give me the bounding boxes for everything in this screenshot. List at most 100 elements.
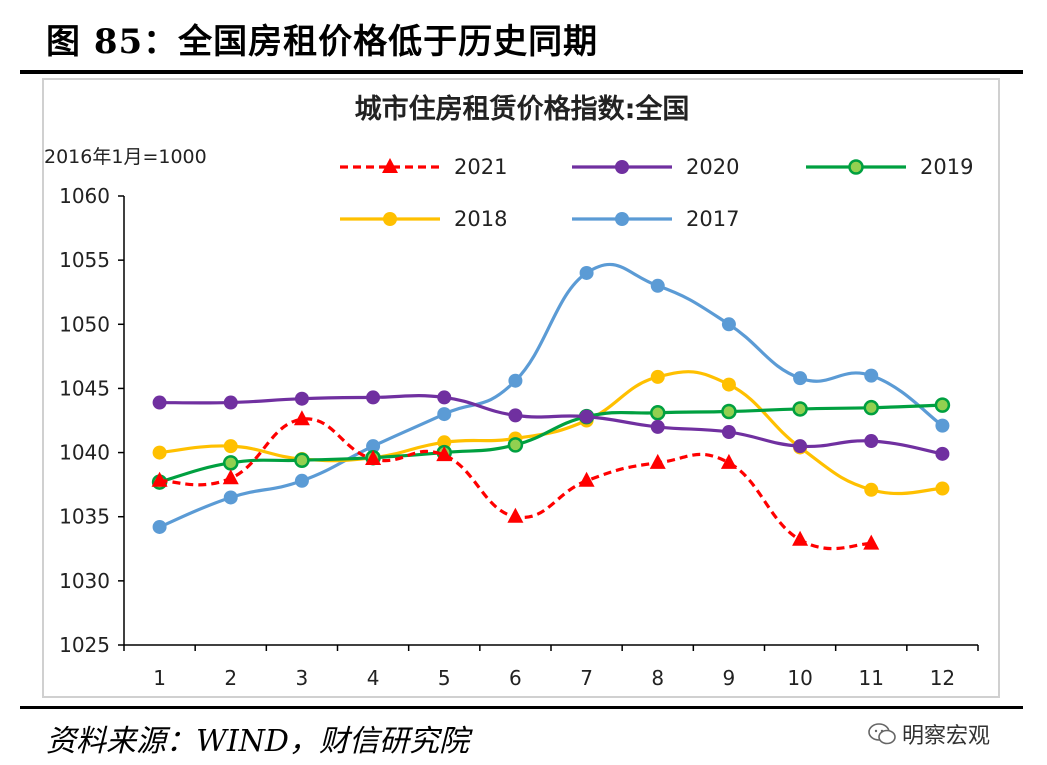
x-tick-label: 12 [930,666,955,690]
series-line-2017 [158,262,944,529]
data-point-2017 [864,368,879,383]
data-point-2019 [294,452,310,469]
series-line-2021 [159,417,872,551]
legend-item-2021: 2021 [340,155,507,179]
data-point-2019 [863,399,879,416]
legend-marker [615,212,629,226]
data-point-2017 [152,519,167,534]
y-tick-label: 1025 [59,633,110,657]
data-point-2020 [579,409,594,424]
data-point-2021 [720,453,737,469]
series-2021 [151,410,880,551]
x-tick-label: 7 [580,666,593,690]
series-line-2020 [159,393,943,456]
series-2017 [152,262,950,534]
wechat-icon [868,723,896,745]
data-point-2019 [792,401,808,417]
legend-label: 2019 [920,155,973,179]
legend-label: 2021 [454,155,507,179]
series-2018 [152,369,950,497]
x-tick-label: 5 [438,666,451,690]
y-tick-label: 1060 [59,184,110,208]
y-tick-label: 1050 [59,312,110,336]
data-point-2018 [650,369,665,384]
chart-frame [42,78,1000,698]
x-tick-label: 4 [367,666,380,690]
data-point-2020 [935,446,950,461]
data-point-2021 [436,446,453,462]
data-point-2018 [864,482,879,497]
top-rule [20,70,1023,74]
data-point-2017 [721,317,736,332]
legend-label: 2020 [686,155,739,179]
data-point-2020 [437,390,452,405]
data-point-2020 [152,395,167,410]
data-point-2021 [365,449,382,465]
x-tick-label: 9 [723,666,736,690]
data-point-2017 [223,490,238,505]
legend-item-2017: 2017 [572,207,739,231]
series-layer [151,262,951,551]
data-point-2021 [578,471,595,487]
data-point-2017 [935,418,950,433]
legend-label: 2018 [454,207,507,231]
data-point-2021 [151,471,168,487]
figure-title: 图 85：全国房租价格低于历史同期 [46,22,599,62]
x-tick-label: 6 [509,666,522,690]
data-point-2020 [508,408,523,423]
legend: 2021 2020 2019 2018 2017 [340,155,973,231]
x-tick-label: 8 [651,666,664,690]
data-point-2017 [366,439,381,454]
legend-item-2019: 2019 [806,155,973,179]
y-tick-label: 1055 [59,248,110,272]
x-tick-label: 2 [224,666,237,690]
watermark-text: 明察宏观 [902,724,991,749]
data-point-2020 [721,425,736,440]
data-point-2021 [507,507,524,523]
unit-note: 2016年1月=1000 [44,146,207,168]
y-tick-label: 1045 [59,376,110,400]
watermark: 明察宏观 [868,718,990,750]
source-note: 资料来源：WIND，财信研究院 [46,724,469,759]
series-line-2019 [159,403,943,484]
data-point-2017 [650,278,665,293]
legend-label: 2017 [686,207,739,231]
legend-marker [383,212,397,226]
y-tick-label: 1030 [59,569,110,593]
data-point-2020 [864,434,879,449]
data-point-2021 [222,469,239,485]
data-point-2021 [649,453,666,469]
data-point-2018 [223,439,238,454]
legend-item-2018: 2018 [340,207,507,231]
data-point-2020 [223,395,238,410]
data-point-2018 [721,377,736,392]
data-point-2019 [223,455,239,471]
bottom-rule [20,706,1023,709]
series-2020 [152,390,950,461]
data-point-2021 [293,410,310,426]
data-point-2021 [863,534,880,550]
data-point-2020 [793,439,808,454]
data-point-2017 [294,473,309,488]
data-point-2018 [152,445,167,460]
data-point-2017 [793,371,808,386]
legend-marker [382,158,398,173]
x-tick-label: 11 [859,666,884,690]
legend-marker [848,159,864,175]
data-point-2020 [650,419,665,434]
data-point-2019 [721,403,737,420]
data-point-2020 [294,391,309,406]
y-tick-label: 1035 [59,505,110,529]
data-point-2018 [935,481,950,496]
legend-marker [615,160,629,174]
x-tick-label: 3 [296,666,309,690]
legend-item-2020: 2020 [572,155,739,179]
data-point-2017 [508,373,523,388]
data-point-2020 [366,390,381,405]
data-point-2017 [579,265,594,280]
x-tick-label: 1 [153,666,166,690]
data-point-2019 [934,397,951,413]
chart-title: 城市住房租赁价格指数:全国 [355,93,690,125]
